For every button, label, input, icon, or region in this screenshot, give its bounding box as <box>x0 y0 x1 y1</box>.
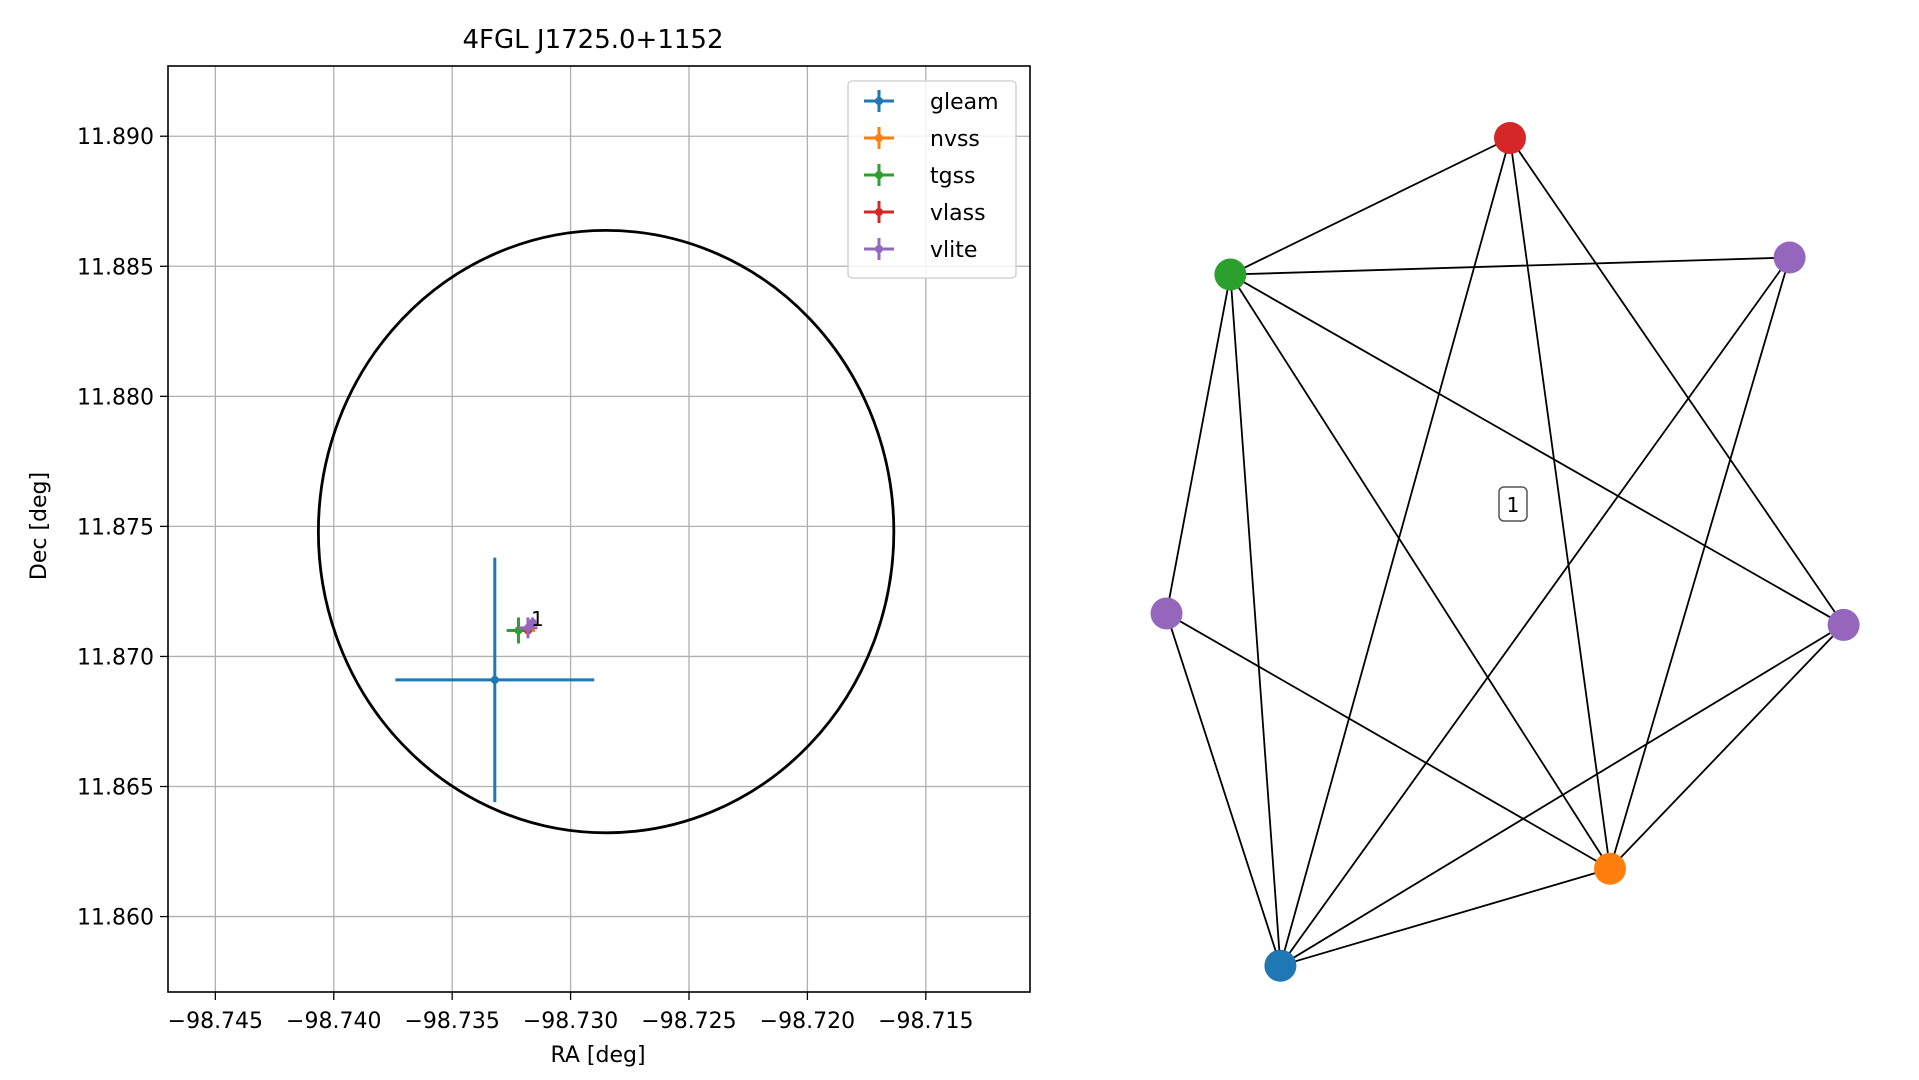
node-layer <box>1150 122 1860 982</box>
y-axis-ticks: 11.860 11.865 11.870 11.875 11.880 11.885 11.8… <box>77 125 168 931</box>
node-nvss <box>1594 852 1627 885</box>
plot-frame <box>167 65 1031 993</box>
node-vlite_a <box>1773 241 1806 274</box>
edge-tgss-gleam <box>1229 274 1282 966</box>
legend-label: nvss <box>930 127 980 152</box>
legend-item-vlass: vlass <box>864 201 986 226</box>
legend-label: vlass <box>930 201 986 226</box>
association-circle-layer <box>316 228 896 835</box>
legend-swatch-dot <box>875 97 883 105</box>
y-tick-label: 11.890 <box>77 125 154 150</box>
edge-vlite_b-gleam <box>1279 624 1845 967</box>
legend-label: tgss <box>930 164 976 189</box>
chart-title: 4FGL J1725.0+1152 <box>463 25 724 55</box>
x-axis-label: RA [deg] <box>550 1043 645 1068</box>
errorbar-vlite <box>518 617 538 639</box>
legend-frame <box>847 80 1017 279</box>
point-vlite <box>523 623 532 632</box>
y-tick-label: 11.885 <box>77 255 154 280</box>
position-scatter-chart: 4FGL J1725.0+1152 RA [deg] Dec [deg] 1 −… <box>27 25 1031 1068</box>
node-vlite_c <box>1150 597 1183 630</box>
legend-label: gleam <box>930 90 999 115</box>
network-graph: 1 <box>1150 122 1860 982</box>
edge-tgss-vlass <box>1230 137 1511 276</box>
node-tgss <box>1214 258 1247 291</box>
errorbar-vlite <box>528 617 537 628</box>
group-label-text: 1 <box>1507 493 1520 517</box>
node-gleam <box>1264 949 1297 982</box>
edge-tgss-vlite_a <box>1230 256 1790 276</box>
x-tick-label: −98.715 <box>878 1009 973 1034</box>
legend-item-tgss: tgss <box>864 164 976 189</box>
edge-vlass-vlite_b <box>1509 137 1845 626</box>
edge-vlite_b-nvss <box>1609 624 1845 870</box>
x-axis-ticks: −98.745 −98.740 −98.735 −98.730 −98.725 −98.7… <box>168 992 974 1034</box>
legend-item-gleam: gleam <box>864 90 999 115</box>
legend-swatch-dot <box>875 208 883 216</box>
legend-swatch-dot <box>875 245 883 253</box>
legend-label: vlite <box>930 238 977 263</box>
edge-gleam-vlite_c <box>1165 613 1282 966</box>
point-gleam <box>490 675 499 684</box>
edge-vlite_a-gleam <box>1279 256 1791 967</box>
errorbar-layer <box>395 557 595 803</box>
y-tick-label: 11.865 <box>77 776 154 801</box>
edge-vlass-nvss <box>1509 137 1611 869</box>
edge-nvss-vlite_c <box>1166 612 1611 870</box>
x-tick-label: −98.725 <box>641 1009 736 1034</box>
x-tick-label: −98.730 <box>523 1009 618 1034</box>
node-vlass <box>1494 122 1526 154</box>
edge-tgss-nvss <box>1229 274 1611 870</box>
edge-tgss-vlite_c <box>1165 274 1232 614</box>
edge-nvss-gleam <box>1280 867 1611 967</box>
y-tick-label: 11.860 <box>77 906 154 931</box>
y-tick-label: 11.870 <box>77 645 154 670</box>
edge-vlite_a-nvss <box>1609 257 1791 870</box>
y-axis-label: Dec [deg] <box>27 472 52 580</box>
legend-item-nvss: nvss <box>864 127 980 152</box>
x-tick-label: −98.735 <box>404 1009 499 1034</box>
x-tick-label: −98.720 <box>760 1009 855 1034</box>
edge-tgss-vlite_b <box>1229 273 1845 626</box>
group-label-frame <box>1498 486 1528 522</box>
edge-vlass-gleam <box>1279 137 1511 966</box>
legend: gleam nvss tgss vlass vlite <box>847 80 1017 279</box>
group-label-box: 1 <box>1498 486 1528 522</box>
edge-layer <box>1165 137 1845 967</box>
x-tick-label: −98.745 <box>168 1009 263 1034</box>
point-vlite <box>528 618 537 627</box>
legend-item-vlite: vlite <box>864 238 977 263</box>
annotation-layer: 1 <box>531 607 544 631</box>
legend-swatch-dot <box>875 171 883 179</box>
node-vlite_b <box>1827 608 1860 641</box>
y-tick-label: 11.875 <box>77 515 154 540</box>
association-circle <box>316 228 896 835</box>
legend-swatch-dot <box>875 134 883 142</box>
point-annotation: 1 <box>531 607 544 631</box>
y-tick-label: 11.880 <box>77 385 154 410</box>
errorbar-gleam <box>395 557 595 803</box>
x-tick-label: −98.740 <box>286 1009 381 1034</box>
